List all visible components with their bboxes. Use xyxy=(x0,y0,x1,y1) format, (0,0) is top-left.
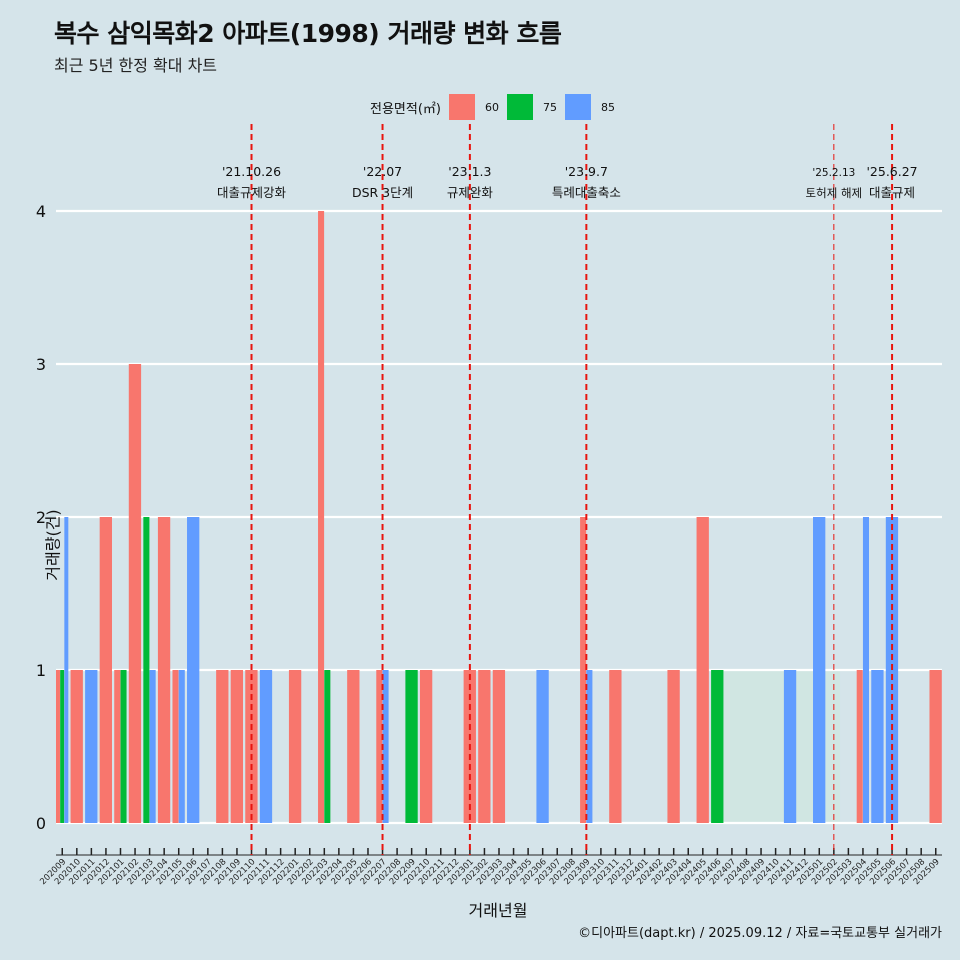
bar-60-202012 xyxy=(99,517,112,823)
event-date-4: '25.2.13 xyxy=(812,167,855,179)
chart-title: 복수 삼익목화2 아파트(1998) 거래량 변화 흐름 xyxy=(54,19,562,48)
bar-85-202011 xyxy=(85,670,98,823)
y-tick-label-3: 3 xyxy=(36,355,46,374)
x-axis-label: 거래년월 xyxy=(468,901,528,920)
bar-60-202504 xyxy=(856,670,863,823)
legend-label-75: 75 xyxy=(542,100,557,114)
bar-75-202406 xyxy=(711,670,724,823)
legend-swatch-60 xyxy=(448,94,475,120)
legend-title: 전용면적(㎡) xyxy=(370,101,441,117)
bar-60-202405 xyxy=(696,517,709,823)
legend-item-60: 60 xyxy=(448,94,499,120)
bar-60-202509 xyxy=(929,670,942,823)
bar-60-202303 xyxy=(492,670,506,823)
source-caption: ©디아파트(dapt.kr) / 2025.09.12 / 자료=국토교통부 실… xyxy=(578,926,942,941)
bar-85-202106 xyxy=(187,517,200,823)
bar-60-202105 xyxy=(172,670,179,823)
y-axis-label: 거래량(건) xyxy=(43,509,63,581)
bar-85-202309 xyxy=(586,670,593,823)
event-date-5: '25.6.27 xyxy=(866,164,917,179)
bar-75-202103 xyxy=(143,517,150,823)
bar-75-202009 xyxy=(60,670,65,823)
event-label-2: 규제완화 xyxy=(447,185,494,200)
bar-60-202309 xyxy=(580,517,587,823)
y-tick-label-1: 1 xyxy=(36,661,46,680)
legend-item-85: 85 xyxy=(564,94,615,120)
event-label-4: 토허제 해제 xyxy=(806,186,863,200)
bar-60-202311 xyxy=(609,670,622,823)
event-label-1: DSR 3단계 xyxy=(352,185,413,200)
legend-swatch-75 xyxy=(506,94,533,120)
bar-60-202205 xyxy=(347,670,360,823)
legend-label-85: 85 xyxy=(600,100,615,114)
bar-60-202210 xyxy=(419,670,433,823)
y-tick-label-4: 4 xyxy=(36,202,46,221)
bar-85-202009 xyxy=(64,517,69,823)
bar-60-202108 xyxy=(216,670,229,823)
bar-60-202102 xyxy=(128,364,142,823)
bar-85-202105 xyxy=(178,670,185,823)
bar-85-202411 xyxy=(783,670,797,823)
bar-75-202101 xyxy=(120,670,127,823)
bar-60-202207 xyxy=(376,670,383,823)
bar-60-202104 xyxy=(157,517,171,823)
bar-85-202505 xyxy=(871,670,884,823)
y-tick-label-2: 2 xyxy=(36,508,46,527)
chart-subtitle: 최근 5년 한정 확대 차트 xyxy=(54,56,218,75)
bar-60-202203 xyxy=(318,211,325,823)
event-label-5: 대출규제 xyxy=(869,185,915,200)
event-date-2: '23.1.3 xyxy=(448,164,491,179)
bar-85-202111 xyxy=(259,670,273,823)
bar-85-202207 xyxy=(382,670,389,823)
bar-60-202201 xyxy=(288,670,302,823)
legend-swatch-85 xyxy=(564,94,591,120)
legend-label-60: 60 xyxy=(484,100,499,114)
bar-75-202203 xyxy=(324,670,331,823)
event-label-3: 특례대출축소 xyxy=(552,185,621,200)
legend-item-75: 75 xyxy=(506,94,557,120)
legend: 전용면적(㎡) 60 75 85 xyxy=(370,92,623,122)
bar-85-202501 xyxy=(813,517,826,823)
bar-60-202403 xyxy=(667,670,680,823)
bar-85-202504 xyxy=(862,517,870,823)
bar-85-202306 xyxy=(536,670,549,823)
bar-60-202010 xyxy=(70,670,83,823)
bar-60-202009 xyxy=(56,670,60,823)
bar-75-202209 xyxy=(405,670,418,823)
bar-60-202109 xyxy=(230,670,244,823)
event-date-0: '21.10.26 xyxy=(222,164,281,179)
event-date-1: '22.07 xyxy=(363,164,402,179)
bar-60-202101 xyxy=(114,670,121,823)
event-date-3: '23.9.7 xyxy=(565,164,608,179)
event-label-0: 대출규제강화 xyxy=(217,185,287,200)
bar-60-202302 xyxy=(478,670,491,823)
bar-85-202103 xyxy=(149,670,156,823)
y-tick-label-0: 0 xyxy=(36,814,46,833)
